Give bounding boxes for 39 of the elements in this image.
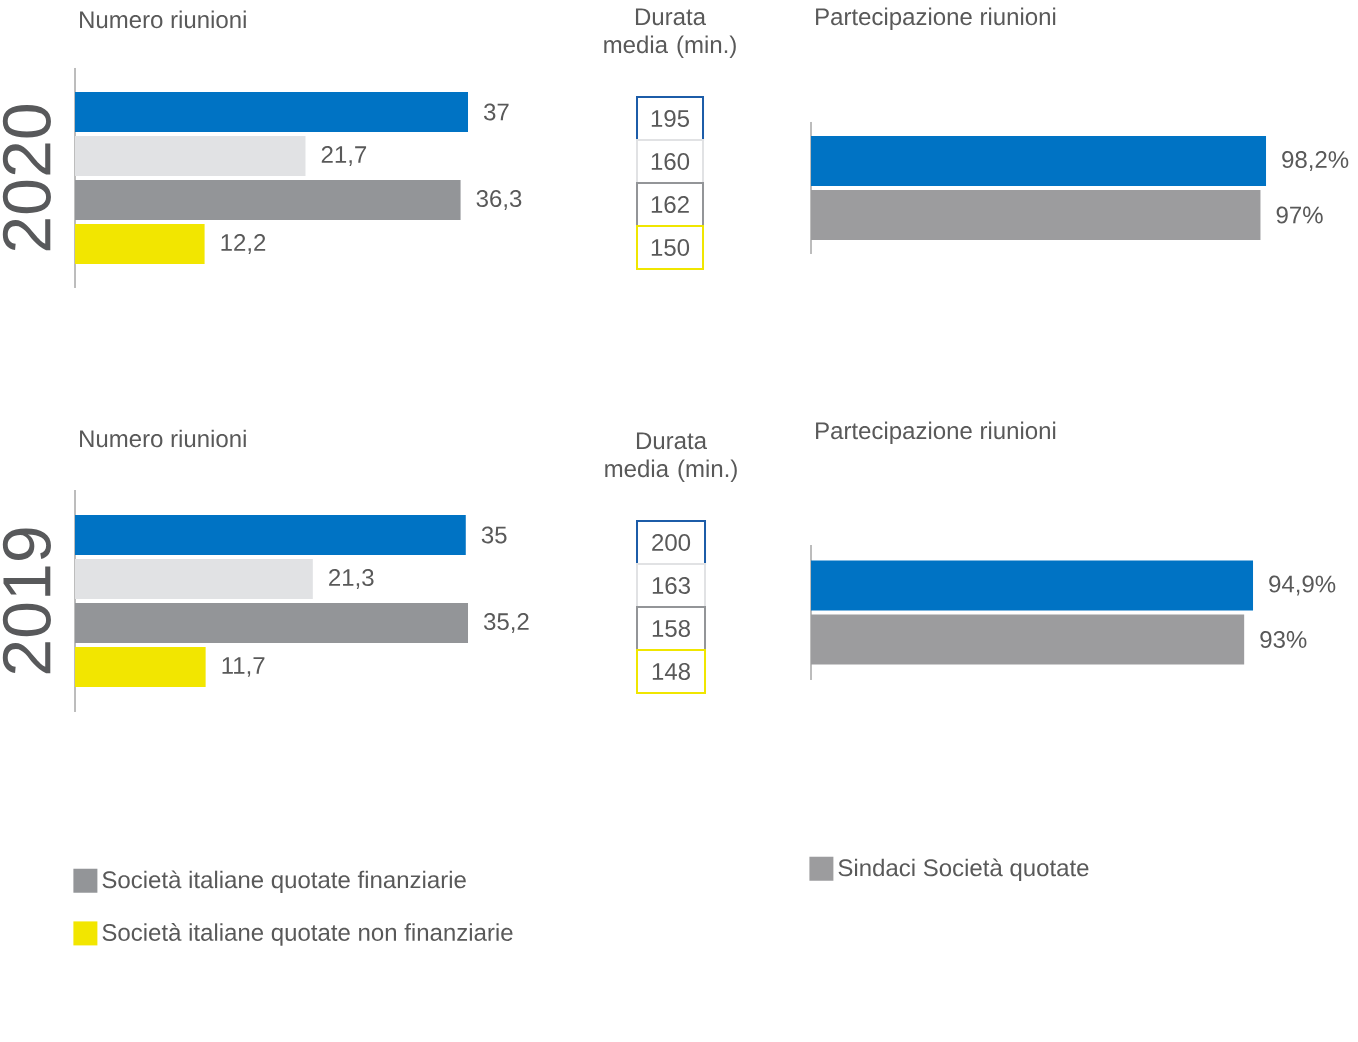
data-label: 148 <box>652 663 690 680</box>
bar <box>75 559 313 600</box>
data-label: 195 <box>651 110 689 127</box>
chart-title: Numero riunioni <box>80 10 246 29</box>
data-label: 93% <box>1260 631 1307 648</box>
y-axis-title: 2020 <box>2 105 51 251</box>
text: Durata media (min.) <box>604 8 736 58</box>
data-label: 12,2 <box>221 234 266 254</box>
bar <box>75 223 205 264</box>
data-label: 94,9% <box>1269 575 1336 596</box>
y-axis-title: 2019 <box>2 528 51 674</box>
text: Durata media (min.) <box>605 432 737 482</box>
bar <box>75 179 461 220</box>
chart-title: Partecipazione riunioni <box>816 7 1056 30</box>
chart-title: Numero riunioni <box>80 429 246 448</box>
data-label: 21,3 <box>329 569 374 589</box>
data-label: 160 <box>651 153 690 170</box>
data-label: 158 <box>652 620 690 637</box>
bar <box>75 647 206 688</box>
data-label: 35 <box>481 526 507 544</box>
data-label: 98,2% <box>1282 151 1349 171</box>
data-label: 37 <box>483 103 509 121</box>
bar <box>75 603 469 644</box>
legend-label: Società italiane quotate non finanziarie <box>102 923 513 946</box>
bar <box>75 91 469 132</box>
data-label: 21,7 <box>321 146 367 166</box>
bar <box>75 135 306 176</box>
data-label: 97% <box>1276 206 1323 224</box>
data-label: 11,7 <box>222 657 265 677</box>
legend-label: Società italiane quotate finanziarie <box>102 870 466 894</box>
data-label: 36,3 <box>476 190 522 210</box>
data-label: 163 <box>652 577 690 594</box>
data-label: 35,2 <box>483 613 529 633</box>
data-label: 150 <box>651 239 690 256</box>
legend-label: Sindaci Società quotate <box>838 858 1089 882</box>
bar <box>75 515 466 556</box>
chart-title: Partecipazione riunioni <box>816 421 1056 444</box>
data-label: 200 <box>652 534 691 551</box>
data-label: 162 <box>651 196 689 213</box>
